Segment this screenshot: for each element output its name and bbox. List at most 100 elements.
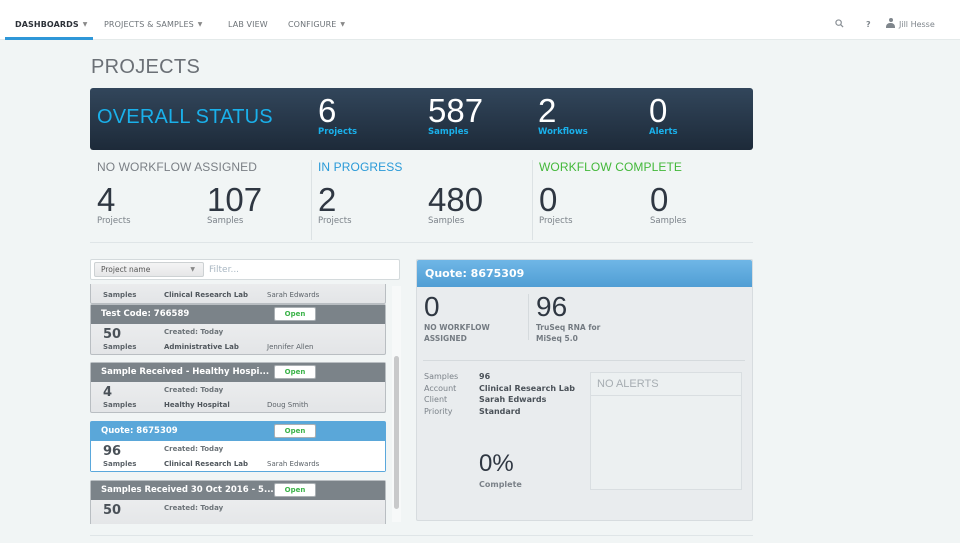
completion-label: Complete — [479, 480, 522, 489]
field-key: Account — [424, 383, 457, 393]
card-account: Administrative Lab — [164, 343, 239, 351]
card-client: Doug Smith — [267, 401, 309, 409]
top-nav: DASHBOARDS ▼ PROJECTS & SAMPLES ▼ LAB VIEW… — [0, 0, 960, 40]
card-client: Sarah Edwards — [267, 460, 320, 468]
field-value: Standard — [479, 406, 521, 416]
card-account: Healthy Hospital — [164, 401, 230, 409]
help-icon: ? — [866, 20, 871, 29]
filter-input[interactable] — [209, 262, 395, 277]
alerts-box: NO ALERTS — [590, 372, 742, 490]
field-value: Sarah Edwards — [479, 395, 547, 404]
nav-projects-samples-label: PROJECTS & SAMPLES — [104, 20, 194, 29]
stat-value: 2 — [538, 92, 557, 129]
workflow-group-in-progress: IN PROGRESS 2 Projects 480 Samples — [311, 160, 531, 240]
stat-value: 587 — [428, 92, 484, 129]
workflow-samples[interactable]: 107 Samples — [207, 182, 262, 227]
stat-value: 4 — [97, 181, 116, 218]
stat-value: 480 — [428, 181, 484, 218]
overall-stat-projects[interactable]: 6 Projects — [318, 92, 357, 137]
stat-label: ASSIGNED — [424, 334, 467, 343]
open-button[interactable]: Open — [274, 483, 316, 497]
card-client: Sarah Edwards — [267, 291, 320, 299]
list-scrollbar-thumb[interactable] — [394, 356, 399, 509]
card-client: Jennifer Allen — [267, 343, 314, 351]
stat-label: TruSeq RNA for — [536, 323, 601, 332]
nav-dashboards[interactable]: DASHBOARDS ▼ — [15, 0, 87, 40]
field-key: Client — [424, 395, 448, 404]
detail-field-priority: Priority Standard — [424, 406, 520, 418]
open-button[interactable]: Open — [274, 424, 316, 438]
divider — [528, 294, 529, 340]
filter-bar: Project name ▼ — [90, 259, 400, 280]
stat-value: 0 — [424, 291, 440, 322]
field-key: Priority — [424, 406, 453, 416]
card-samples-label: Samples — [103, 343, 137, 351]
card-samples-label: Samples — [103, 291, 137, 299]
open-button[interactable]: Open — [274, 365, 316, 379]
card-title: Test Code: 766589 — [101, 309, 190, 319]
detail-title: Quote: 8675309 — [417, 260, 752, 287]
overall-status-banner: OVERALL STATUS 6 Projects 587 Samples 2 … — [90, 88, 753, 150]
workflow-projects[interactable]: 2 Projects — [318, 182, 352, 227]
search-button[interactable] — [835, 0, 844, 40]
card-account: Clinical Research Lab — [164, 460, 249, 468]
stat-label: Samples — [428, 216, 465, 226]
nav-configure-label: CONFIGURE — [288, 20, 337, 29]
workflow-projects[interactable]: 4 Projects — [97, 181, 131, 227]
card-title: Quote: 8675309 — [101, 426, 178, 436]
workflow-projects[interactable]: 0 Projects — [539, 181, 573, 227]
card-sample-count: 50 — [103, 503, 122, 518]
chevron-down-icon: ▼ — [340, 21, 346, 28]
workflow-samples[interactable]: 480 Samples — [428, 181, 484, 227]
detail-stat-workflow: 96 TruSeq RNA for MiSeq 5.0 — [536, 292, 600, 344]
stat-label: MiSeq 5.0 — [536, 334, 578, 343]
project-card[interactable]: Sample Received - Healthy Hospi... Open … — [90, 362, 386, 413]
card-sample-count: 4 — [103, 385, 113, 400]
user-menu[interactable]: Jill Hesse — [886, 0, 935, 40]
stat-label: Samples — [650, 216, 687, 226]
card-created: Created: Today — [164, 445, 224, 453]
nav-projects-samples[interactable]: PROJECTS & SAMPLES ▼ — [104, 0, 203, 40]
divider — [90, 242, 753, 243]
filter-field-select[interactable]: Project name ▼ — [94, 262, 204, 277]
field-value: Clinical Research Lab — [479, 383, 576, 393]
project-card-selected[interactable]: Quote: 8675309 Open 96 Samples Created: … — [90, 421, 386, 472]
overall-stat-alerts[interactable]: 0 Alerts — [649, 92, 678, 137]
overall-stat-workflows[interactable]: 2 Workflows — [538, 92, 588, 137]
card-created: Created: Today — [164, 504, 224, 512]
card-created: Created: Today — [164, 386, 224, 394]
workflow-group-title: NO WORKFLOW ASSIGNED — [97, 160, 258, 174]
card-samples-label: Samples — [103, 401, 137, 409]
workflow-group-no-workflow: NO WORKFLOW ASSIGNED 4 Projects 107 Samp… — [97, 160, 307, 240]
nav-lab-view[interactable]: LAB VIEW — [228, 0, 268, 40]
alerts-title: NO ALERTS — [591, 373, 741, 396]
stat-value: 0 — [539, 181, 558, 218]
nav-dashboards-label: DASHBOARDS — [15, 20, 79, 29]
field-key: Samples — [424, 372, 459, 381]
nav-configure[interactable]: CONFIGURE ▼ — [288, 0, 345, 40]
workflow-samples[interactable]: 0 Samples — [650, 182, 687, 227]
select-value: Project name — [101, 265, 151, 274]
card-title: Sample Received - Healthy Hospi... — [101, 367, 270, 377]
divider — [423, 360, 745, 361]
active-tab-indicator — [5, 37, 93, 40]
project-detail-panel: Quote: 8675309 0 NO WORKFLOW ASSIGNED 96… — [416, 259, 753, 521]
chevron-down-icon: ▼ — [190, 266, 195, 273]
overall-stat-samples[interactable]: 587 Samples — [428, 92, 483, 137]
detail-field-samples: Samples 96 — [424, 371, 490, 383]
help-button[interactable]: ? — [866, 0, 871, 40]
stat-label: Projects — [539, 216, 573, 226]
detail-field-account: Account Clinical Research Lab — [424, 383, 575, 395]
nav-lab-view-label: LAB VIEW — [228, 20, 268, 29]
search-icon — [835, 19, 844, 28]
project-card[interactable]: Samples Received 30 Oct 2016 - 5... Open… — [90, 480, 386, 524]
card-account: Clinical Research Lab — [164, 291, 249, 299]
project-card[interactable]: Samples Clinical Research Lab Sarah Edwa… — [90, 284, 386, 304]
stat-label: Projects — [318, 127, 358, 137]
project-card[interactable]: Test Code: 766589 Open 50 Samples Create… — [90, 304, 386, 355]
stat-label: Samples — [207, 216, 244, 226]
stat-label: Samples — [428, 127, 469, 137]
card-created: Created: Today — [164, 328, 224, 336]
stat-value: 96 — [536, 291, 568, 322]
open-button[interactable]: Open — [274, 307, 316, 321]
